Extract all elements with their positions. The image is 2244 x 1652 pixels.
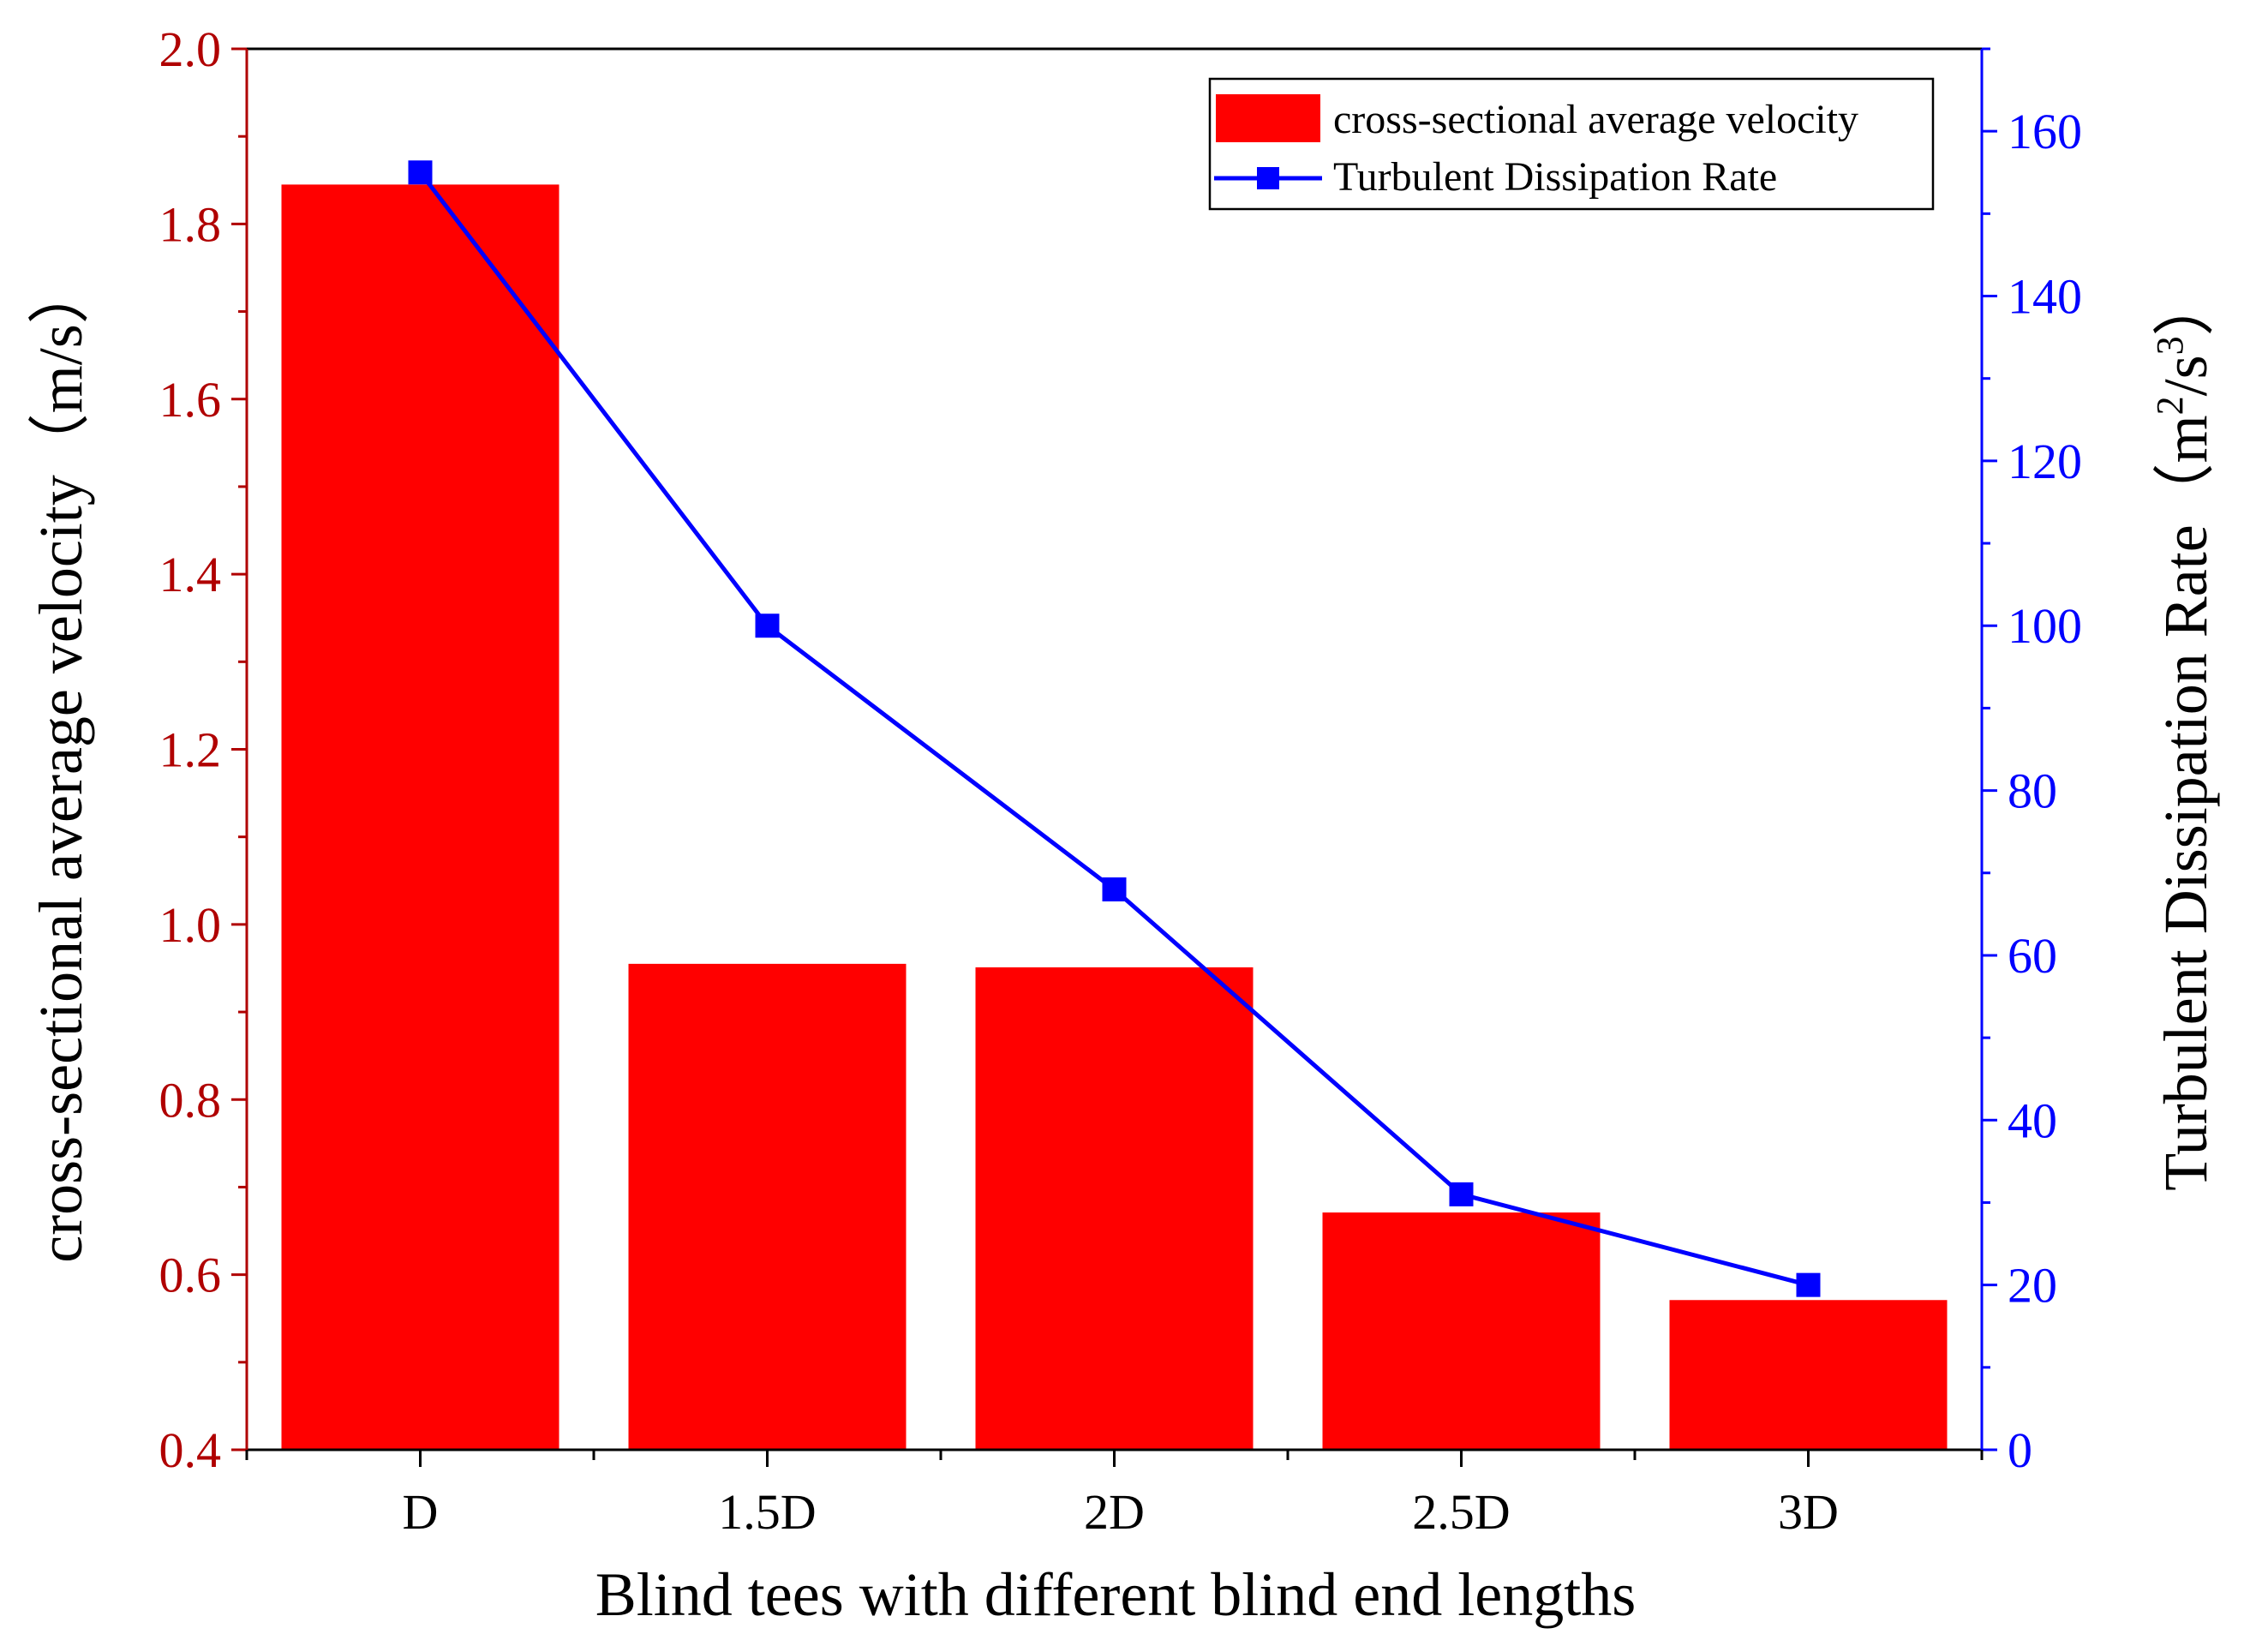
- legend-label-velocity: cross-sectional average velocity: [1333, 97, 1858, 142]
- y-right-tick-label: 40: [2008, 1092, 2057, 1148]
- x-tick-label: 1.5D: [718, 1484, 816, 1540]
- bar-1.5D: [628, 963, 907, 1450]
- dissipation-point-3D: [1796, 1272, 1821, 1297]
- bar-D: [281, 184, 560, 1450]
- y-left-tick-label: 1.0: [159, 897, 222, 953]
- line-layer: [408, 160, 1821, 1297]
- y-right-tick-label: 140: [2008, 269, 2082, 325]
- legend-bar-swatch: [1216, 94, 1320, 142]
- bars-layer: [281, 184, 1948, 1450]
- legend-line-marker: [1257, 167, 1279, 189]
- bar-3D: [1669, 1300, 1948, 1450]
- bar-2D: [975, 967, 1254, 1450]
- dissipation-point-2D: [1102, 877, 1127, 901]
- x-tick-label: 2D: [1084, 1484, 1145, 1540]
- y-left-axis-title: cross-sectional average velocity（m/s）: [27, 262, 95, 1263]
- dissipation-point-D: [408, 160, 433, 185]
- y-right-tick-label: 80: [2008, 763, 2057, 819]
- y-right-title-main: Turbulent Dissipation Rate（m: [2151, 415, 2220, 1190]
- y-right-title-sup2: 3: [2149, 336, 2191, 355]
- y-right-tick-label: 0: [2008, 1422, 2032, 1478]
- y-right-tick-label: 100: [2008, 598, 2082, 654]
- y-left-tick-label: 1.4: [159, 547, 222, 602]
- legend-label-dissipation: Turbulent Dissipation Rate: [1333, 154, 1777, 200]
- y-right-tick-label: 60: [2008, 928, 2057, 984]
- axes-layer: 0.4 0.6 0.8 1.0 1.2 1.4 1.6 1.8 2.0 0 20 40 60 80 100 1…: [159, 21, 2083, 1540]
- y-left-tick-label: 1.6: [159, 372, 222, 428]
- legend-frame: [1208, 77, 1935, 211]
- y-left-tick-label: 1.2: [159, 722, 222, 778]
- y-right-axis-title: Turbulent Dissipation Rate（m2/s3）: [2149, 274, 2220, 1190]
- y-right-title-mid: /s: [2151, 355, 2220, 396]
- x-axis-title: Blind tees with different blind end leng…: [595, 1560, 1636, 1629]
- legend: cross-sectional average velocity Turbule…: [1208, 77, 1935, 211]
- dissipation-point-2.5D: [1449, 1182, 1474, 1206]
- x-tick-label: D: [403, 1484, 439, 1540]
- y-right-title-sup1: 2: [2149, 396, 2191, 415]
- x-tick-label: 2.5D: [1412, 1484, 1510, 1540]
- bar-2.5D: [1322, 1212, 1601, 1450]
- y-left-tick-label: 0.8: [159, 1072, 222, 1128]
- y-right-tick-label: 160: [2008, 104, 2082, 159]
- y-right-tick-label: 120: [2008, 434, 2082, 489]
- x-tick-label: 3D: [1778, 1484, 1839, 1540]
- y-left-tick-label: 0.6: [159, 1248, 222, 1303]
- y-left-tick-label: 1.8: [159, 196, 222, 252]
- y-right-title-end: ）: [2151, 274, 2220, 336]
- y-left-tick-label: 0.4: [159, 1422, 222, 1478]
- y-left-tick-label: 2.0: [159, 21, 222, 77]
- y-right-tick-label: 20: [2008, 1258, 2057, 1314]
- dissipation-point-1.5D: [755, 614, 780, 638]
